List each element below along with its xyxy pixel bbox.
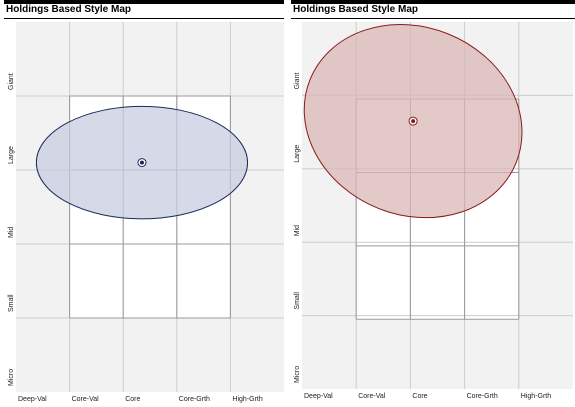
title-rule	[4, 18, 284, 19]
x-tick-label: Core	[125, 396, 140, 403]
chart-title: Holdings Based Style Map	[291, 0, 575, 18]
style-map-panel-left: Holdings Based Style Map Deep-Val Core-Va…	[4, 0, 284, 407]
x-tick-label: Core-Val	[358, 393, 386, 400]
x-tick-label: Core-Grth	[179, 396, 210, 403]
title-rule	[291, 18, 575, 19]
y-tick-label: Micro	[294, 366, 301, 383]
x-tick-label: Core-Val	[72, 396, 100, 403]
chart-title: Holdings Based Style Map	[4, 0, 284, 18]
y-tick-label: Large	[8, 146, 15, 164]
y-tick-label: Small	[8, 294, 15, 312]
x-tick-label: High-Grth	[232, 396, 262, 403]
centroid-marker-dot	[139, 160, 144, 165]
y-tick-label: Large	[294, 145, 301, 163]
y-tick-label: Mid	[294, 225, 301, 236]
centroid-marker-dot	[411, 119, 416, 124]
x-tick-label: High-Grth	[521, 393, 551, 400]
style-map-chart: Deep-Val Core-Val Core Core-Grth High-Grth Mi…	[8, 22, 284, 403]
style-map-panel-right: Holdings Based Style Map Deep-Val Core-Va…	[291, 0, 575, 407]
y-tick-label: Giant	[8, 73, 15, 90]
x-tick-label: Deep-Val	[18, 396, 47, 403]
y-tick-label: Mid	[8, 227, 15, 238]
x-tick-label: Deep-Val	[304, 393, 333, 400]
style-map-chart: Deep-Val Core-Val Core Core-Grth High-Grth Mi…	[294, 22, 573, 400]
x-tick-label: Core	[412, 393, 427, 400]
y-tick-label: Micro	[8, 369, 15, 386]
x-tick-label: Core-Grth	[467, 393, 498, 400]
y-tick-label: Giant	[294, 73, 301, 90]
y-tick-label: Small	[294, 292, 301, 310]
